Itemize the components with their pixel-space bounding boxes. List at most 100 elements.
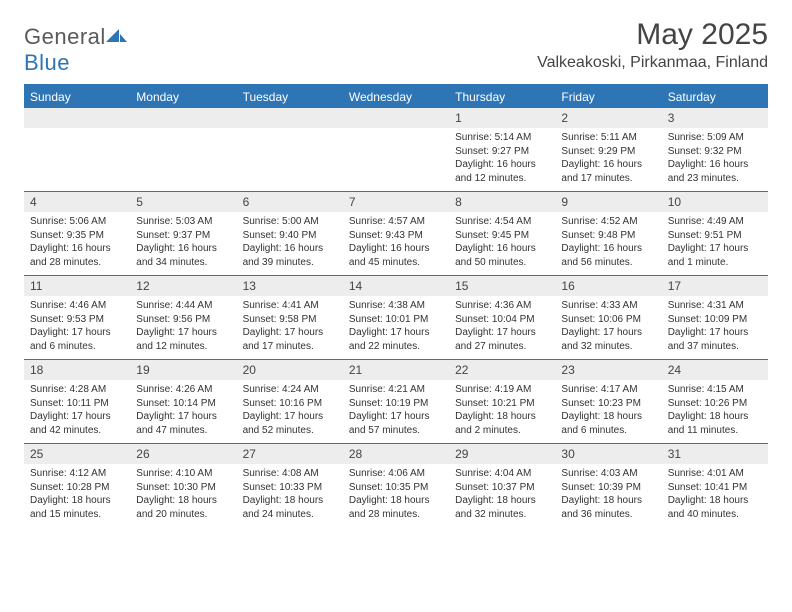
dayinfo-cell [343,128,449,192]
info-row: Sunrise: 5:06 AMSunset: 9:35 PMDaylight:… [24,212,768,276]
daynum-cell: 14 [343,276,449,297]
daynum-cell: 13 [237,276,343,297]
dayinfo-cell: Sunrise: 4:41 AMSunset: 9:58 PMDaylight:… [237,296,343,360]
daynum-cell: 20 [237,360,343,381]
dayinfo-cell [130,128,236,192]
daynum-cell: 8 [449,192,555,213]
dayinfo-cell: Sunrise: 4:12 AMSunset: 10:28 PMDaylight… [24,464,130,527]
daynum-cell: 25 [24,444,130,465]
daynum-cell [130,108,236,128]
dayinfo-cell: Sunrise: 4:01 AMSunset: 10:41 PMDaylight… [662,464,768,527]
dayinfo-cell: Sunrise: 4:31 AMSunset: 10:09 PMDaylight… [662,296,768,360]
dayname-cell: Wednesday [343,85,449,108]
daynum-cell: 24 [662,360,768,381]
daynum-cell: 30 [555,444,661,465]
dayinfo-cell: Sunrise: 4:57 AMSunset: 9:43 PMDaylight:… [343,212,449,276]
logo-text: GeneralBlue [24,24,128,76]
dayinfo-cell: Sunrise: 5:14 AMSunset: 9:27 PMDaylight:… [449,128,555,192]
dayname-cell: Thursday [449,85,555,108]
location-label: Valkeakoski, Pirkanmaa, Finland [537,54,768,72]
title-block: May 2025 Valkeakoski, Pirkanmaa, Finland [537,18,768,72]
daynum-cell: 9 [555,192,661,213]
daynum-cell [237,108,343,128]
daynum-cell: 18 [24,360,130,381]
dayinfo-cell: Sunrise: 4:54 AMSunset: 9:45 PMDaylight:… [449,212,555,276]
dayinfo-cell: Sunrise: 4:46 AMSunset: 9:53 PMDaylight:… [24,296,130,360]
info-row: Sunrise: 4:46 AMSunset: 9:53 PMDaylight:… [24,296,768,360]
dayinfo-cell [237,128,343,192]
dayinfo-cell: Sunrise: 5:06 AMSunset: 9:35 PMDaylight:… [24,212,130,276]
dayinfo-cell: Sunrise: 4:03 AMSunset: 10:39 PMDaylight… [555,464,661,527]
logo: GeneralBlue [24,18,128,76]
daynum-cell: 29 [449,444,555,465]
dayinfo-cell: Sunrise: 4:21 AMSunset: 10:19 PMDaylight… [343,380,449,444]
page-header: GeneralBlue May 2025 Valkeakoski, Pirkan… [24,18,768,76]
daynum-cell: 3 [662,108,768,128]
daynum-cell: 23 [555,360,661,381]
dayinfo-cell: Sunrise: 4:06 AMSunset: 10:35 PMDaylight… [343,464,449,527]
daynum-cell: 12 [130,276,236,297]
logo-mark-icon [106,24,128,50]
logo-text-a: General [24,24,106,49]
daynum-cell: 17 [662,276,768,297]
logo-text-b: Blue [24,50,70,75]
daynum-cell [343,108,449,128]
daynum-cell [24,108,130,128]
dayname-cell: Friday [555,85,661,108]
daynum-cell: 4 [24,192,130,213]
dayinfo-cell: Sunrise: 4:24 AMSunset: 10:16 PMDaylight… [237,380,343,444]
daynum-cell: 5 [130,192,236,213]
dayinfo-cell: Sunrise: 4:49 AMSunset: 9:51 PMDaylight:… [662,212,768,276]
daynum-cell: 26 [130,444,236,465]
dayinfo-cell: Sunrise: 4:26 AMSunset: 10:14 PMDaylight… [130,380,236,444]
calendar-head: SundayMondayTuesdayWednesdayThursdayFrid… [24,85,768,108]
dayinfo-cell: Sunrise: 5:03 AMSunset: 9:37 PMDaylight:… [130,212,236,276]
daynum-cell: 10 [662,192,768,213]
daynum-row: 45678910 [24,192,768,213]
dayinfo-cell: Sunrise: 4:19 AMSunset: 10:21 PMDaylight… [449,380,555,444]
dayinfo-cell: Sunrise: 4:17 AMSunset: 10:23 PMDaylight… [555,380,661,444]
info-row: Sunrise: 4:12 AMSunset: 10:28 PMDaylight… [24,464,768,527]
dayname-cell: Saturday [662,85,768,108]
daynum-cell: 28 [343,444,449,465]
dayinfo-cell: Sunrise: 4:52 AMSunset: 9:48 PMDaylight:… [555,212,661,276]
dayinfo-cell: Sunrise: 4:10 AMSunset: 10:30 PMDaylight… [130,464,236,527]
daynum-row: 11121314151617 [24,276,768,297]
calendar-table: SundayMondayTuesdayWednesdayThursdayFrid… [24,84,768,527]
daynum-cell: 27 [237,444,343,465]
dayinfo-cell: Sunrise: 4:44 AMSunset: 9:56 PMDaylight:… [130,296,236,360]
dayname-cell: Sunday [24,85,130,108]
dayinfo-cell: Sunrise: 4:36 AMSunset: 10:04 PMDaylight… [449,296,555,360]
daynum-cell: 6 [237,192,343,213]
dayinfo-cell: Sunrise: 4:04 AMSunset: 10:37 PMDaylight… [449,464,555,527]
dayname-cell: Tuesday [237,85,343,108]
dayname-cell: Monday [130,85,236,108]
dayname-row: SundayMondayTuesdayWednesdayThursdayFrid… [24,85,768,108]
daynum-row: 25262728293031 [24,444,768,465]
daynum-cell: 21 [343,360,449,381]
daynum-row: 123 [24,108,768,128]
daynum-cell: 22 [449,360,555,381]
daynum-cell: 15 [449,276,555,297]
dayinfo-cell: Sunrise: 4:38 AMSunset: 10:01 PMDaylight… [343,296,449,360]
dayinfo-cell: Sunrise: 4:15 AMSunset: 10:26 PMDaylight… [662,380,768,444]
daynum-cell: 19 [130,360,236,381]
dayinfo-cell: Sunrise: 4:33 AMSunset: 10:06 PMDaylight… [555,296,661,360]
daynum-cell: 7 [343,192,449,213]
dayinfo-cell [24,128,130,192]
dayinfo-cell: Sunrise: 5:00 AMSunset: 9:40 PMDaylight:… [237,212,343,276]
dayinfo-cell: Sunrise: 4:28 AMSunset: 10:11 PMDaylight… [24,380,130,444]
daynum-cell: 1 [449,108,555,128]
info-row: Sunrise: 4:28 AMSunset: 10:11 PMDaylight… [24,380,768,444]
daynum-row: 18192021222324 [24,360,768,381]
dayinfo-cell: Sunrise: 5:11 AMSunset: 9:29 PMDaylight:… [555,128,661,192]
dayinfo-cell: Sunrise: 4:08 AMSunset: 10:33 PMDaylight… [237,464,343,527]
daynum-cell: 2 [555,108,661,128]
daynum-cell: 11 [24,276,130,297]
month-title: May 2025 [537,18,768,52]
calendar-body: 123 Sunrise: 5:14 AMSunset: 9:27 PMDayli… [24,108,768,527]
info-row: Sunrise: 5:14 AMSunset: 9:27 PMDaylight:… [24,128,768,192]
daynum-cell: 31 [662,444,768,465]
daynum-cell: 16 [555,276,661,297]
dayinfo-cell: Sunrise: 5:09 AMSunset: 9:32 PMDaylight:… [662,128,768,192]
